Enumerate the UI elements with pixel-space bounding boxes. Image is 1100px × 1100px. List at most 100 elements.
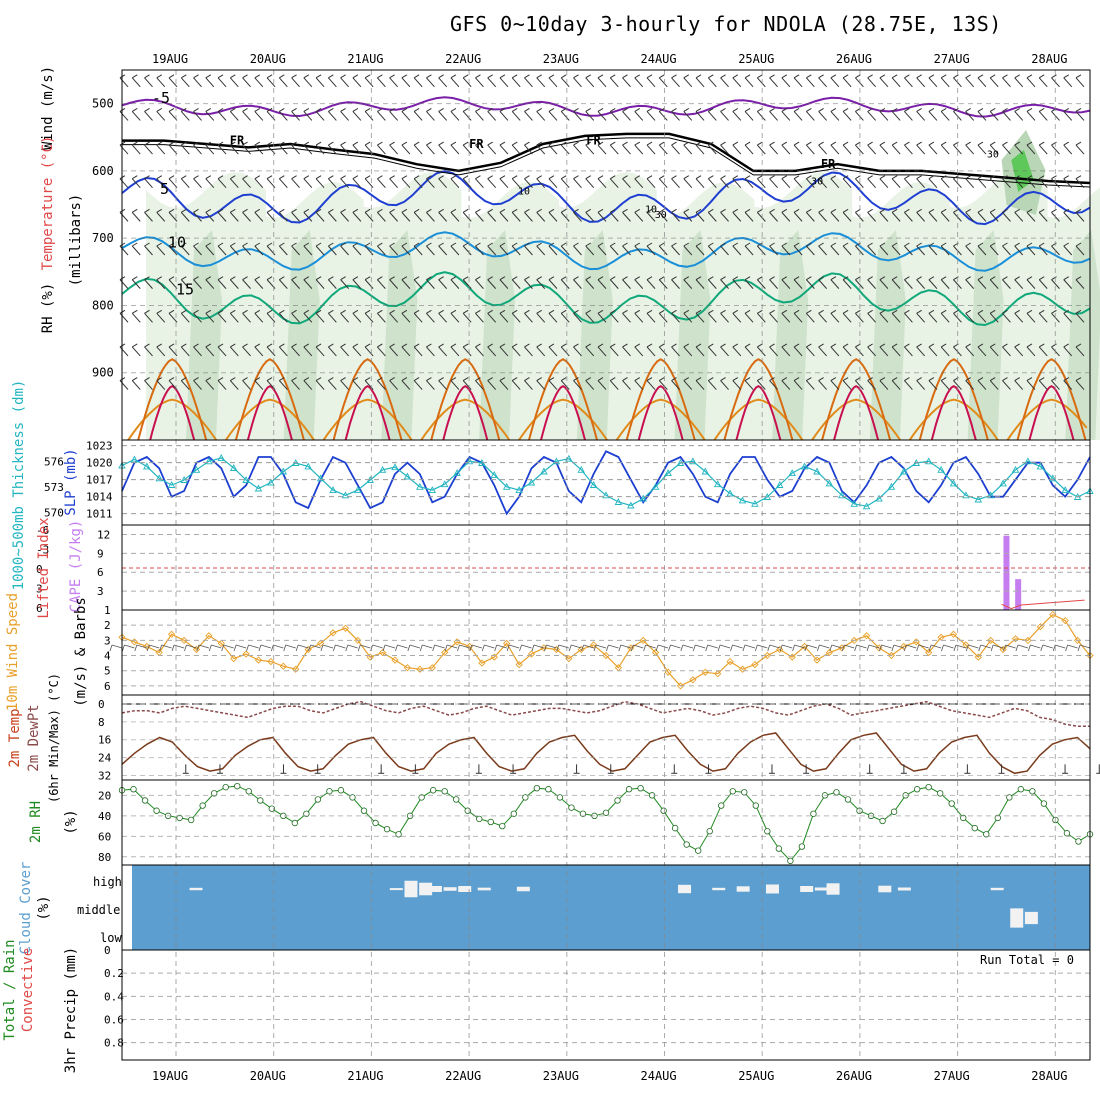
wind-barb <box>156 175 166 189</box>
wind-barb <box>438 208 448 222</box>
wind-barb-staff <box>671 245 680 256</box>
surface-wind-barb <box>903 644 907 652</box>
wind-barb <box>413 108 423 121</box>
wind-barb <box>364 175 374 189</box>
wind-barb-flag <box>377 343 383 348</box>
wind-barb-staff <box>805 77 815 88</box>
wind-barb <box>573 309 582 323</box>
wind-barb-staff <box>965 111 975 121</box>
wind-barb <box>131 242 141 256</box>
wind-barb <box>340 74 349 88</box>
wind-barb <box>818 343 827 357</box>
wind-barb-flag <box>1026 175 1033 180</box>
wind-barb-flag <box>303 208 310 213</box>
surface-wind-barb <box>171 644 175 652</box>
wind-barb <box>977 276 987 289</box>
rh-marker <box>568 804 575 811</box>
surface-temperature-contour <box>1028 385 1075 441</box>
wind-barb <box>781 208 791 222</box>
wind-barb <box>842 208 852 222</box>
wind-barb <box>732 242 742 256</box>
wind-barb-staff <box>855 346 864 357</box>
wind-barb-flag <box>806 377 812 381</box>
wind-barb-flag <box>769 108 775 112</box>
wind-barb <box>916 276 926 289</box>
wind-barb-flag <box>511 141 518 146</box>
wind-barb-flag <box>242 175 248 180</box>
thickness-tick-label: 576 <box>44 455 64 468</box>
wind-barb-flag <box>916 309 922 314</box>
wind-barb <box>793 242 803 256</box>
wind-barb-flag <box>953 175 959 180</box>
wind-barb-staff <box>278 212 288 222</box>
wind-barb-staff <box>144 380 153 390</box>
rh-marker <box>1040 800 1048 807</box>
wind-barb-flag <box>389 108 395 112</box>
wind-barb-staff <box>1063 380 1073 390</box>
wind-barb-staff <box>855 111 864 121</box>
wind-barb <box>438 74 448 88</box>
wind-barb-flag <box>266 141 273 146</box>
wind-barb-flag <box>413 343 420 348</box>
wind-barb-staff <box>732 380 742 390</box>
wind-barb-staff <box>855 245 864 256</box>
wind-barb-flag <box>769 343 775 348</box>
wind-barb-flag <box>1063 377 1070 381</box>
temp-tick-label: 16 <box>98 734 111 747</box>
wind-barb-flag <box>426 309 432 314</box>
wind-barb-staff <box>805 212 815 222</box>
wind-barb-flag <box>1014 377 1020 381</box>
wind-barb-staff <box>707 346 717 357</box>
wind-barb-staff <box>291 178 300 189</box>
wind-barb-staff <box>904 77 913 88</box>
wind-barb <box>487 309 497 323</box>
wind-barb-staff <box>131 245 141 256</box>
wind-barb <box>438 309 448 323</box>
wind-barb-staff <box>475 111 484 121</box>
wind-barb-staff <box>622 178 631 189</box>
wind-barb <box>401 74 411 88</box>
wind-barb-staff <box>119 346 129 357</box>
wind-barb-staff <box>879 212 889 222</box>
wind-barb <box>144 141 153 155</box>
wind-barb <box>254 276 264 289</box>
wind-barb-flag <box>413 242 420 247</box>
surface-wind-barb <box>198 644 209 649</box>
wind-barb-staff <box>977 245 987 256</box>
surface-wind-barb <box>543 644 547 652</box>
surface-wind-barb <box>397 644 408 649</box>
wind-barb-flag <box>168 141 175 146</box>
wind-barb-staff <box>315 312 325 323</box>
rh-marker <box>694 847 702 854</box>
wind-barb-flag <box>389 242 395 247</box>
wind-barb-flag <box>511 242 518 247</box>
wind-barb-flag <box>940 276 947 281</box>
wind-barb-flag <box>389 343 395 348</box>
wind-barb-staff <box>499 245 509 256</box>
wind-speed-marker <box>354 636 362 645</box>
wind-barb <box>511 141 521 155</box>
wind-barb-staff <box>278 279 288 289</box>
wind-barb <box>756 343 766 357</box>
wind-barb-staff <box>205 312 215 323</box>
rh-marker <box>660 807 667 814</box>
wind-barb-flag <box>659 377 665 381</box>
wind-speed-marker <box>788 653 796 661</box>
wind-barb <box>818 175 827 189</box>
thickness-marker <box>515 486 523 494</box>
wind-barb-staff <box>340 279 349 289</box>
wind-barb-staff <box>683 346 693 357</box>
wind-barb-staff <box>180 380 190 390</box>
surface-wind-barb <box>593 644 597 652</box>
wind-barb-staff <box>1075 111 1085 121</box>
wind-barb-staff <box>413 279 423 289</box>
wind-barb-staff <box>340 77 349 88</box>
wind-barb <box>229 175 239 189</box>
wind-barb-staff <box>658 111 668 121</box>
wind-barb-flag <box>695 377 702 381</box>
wind-barb <box>793 343 803 357</box>
wind-barb-flag <box>303 108 310 112</box>
thickness-marker <box>205 457 213 465</box>
wind-barb-staff <box>352 212 362 222</box>
wind-barb-flag <box>328 208 334 213</box>
